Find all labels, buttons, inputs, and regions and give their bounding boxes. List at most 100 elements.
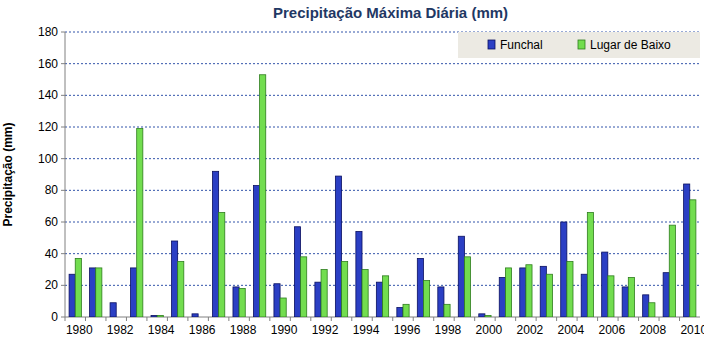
y-tick-label: 160 bbox=[38, 57, 58, 71]
x-tick bbox=[208, 317, 209, 321]
grid-line bbox=[65, 158, 700, 159]
bar bbox=[690, 200, 696, 317]
x-tick-label: 1996 bbox=[394, 323, 421, 337]
bar bbox=[151, 315, 157, 317]
bar bbox=[253, 186, 259, 317]
x-tick-label: 1980 bbox=[66, 323, 93, 337]
legend-swatch bbox=[488, 40, 495, 49]
x-tick bbox=[105, 317, 106, 321]
bar bbox=[649, 303, 655, 317]
x-tick bbox=[392, 317, 393, 321]
bar bbox=[356, 232, 362, 318]
bar bbox=[172, 241, 178, 317]
y-tick bbox=[61, 222, 65, 223]
x-tick bbox=[577, 317, 578, 321]
x-tick-label: 1986 bbox=[189, 323, 216, 337]
x-tick bbox=[65, 317, 66, 321]
bar bbox=[383, 276, 389, 317]
y-tick bbox=[61, 127, 65, 128]
bar bbox=[622, 287, 628, 317]
x-tick bbox=[659, 317, 660, 321]
bar bbox=[526, 265, 532, 317]
bar bbox=[587, 213, 593, 318]
x-tick-label: 1988 bbox=[230, 323, 257, 337]
bar bbox=[464, 257, 470, 317]
y-tick-label: 20 bbox=[45, 278, 59, 292]
bar bbox=[90, 268, 96, 317]
x-tick bbox=[167, 317, 168, 321]
x-tick bbox=[126, 317, 127, 321]
bar bbox=[239, 289, 245, 318]
bar bbox=[602, 252, 608, 317]
x-tick bbox=[413, 317, 414, 321]
y-tick-label: 180 bbox=[38, 25, 58, 39]
x-tick bbox=[454, 317, 455, 321]
x-tick-label: 1984 bbox=[148, 323, 175, 337]
x-tick bbox=[556, 317, 557, 321]
x-tick bbox=[515, 317, 516, 321]
bar bbox=[417, 258, 423, 317]
chart-svg: Precipitação Máxima Diária (mm) Precipita… bbox=[0, 0, 704, 347]
bars bbox=[69, 75, 696, 317]
y-tick bbox=[61, 190, 65, 191]
bar bbox=[423, 281, 429, 317]
bar bbox=[294, 227, 300, 317]
legend-label: Funchal bbox=[500, 38, 543, 52]
y-tick bbox=[61, 158, 65, 159]
x-tick-label: 1982 bbox=[107, 323, 134, 337]
x-tick bbox=[679, 317, 680, 321]
x-tick-label: 2002 bbox=[517, 323, 544, 337]
bar bbox=[233, 287, 239, 317]
bar bbox=[116, 317, 122, 318]
bar bbox=[178, 262, 184, 317]
bar bbox=[438, 287, 444, 317]
bar bbox=[137, 129, 143, 317]
grid-line bbox=[65, 127, 700, 128]
bar bbox=[479, 314, 485, 317]
x-tick bbox=[351, 317, 352, 321]
bar bbox=[301, 257, 307, 317]
x-tick bbox=[433, 317, 434, 321]
x-tick bbox=[249, 317, 250, 321]
legend-label: Lugar de Baixo bbox=[590, 38, 671, 52]
plot-area bbox=[65, 32, 700, 317]
bar bbox=[643, 295, 649, 317]
x-tick bbox=[269, 317, 270, 321]
bar bbox=[499, 277, 505, 317]
x-tick bbox=[310, 317, 311, 321]
x-tick bbox=[372, 317, 373, 321]
x-tick bbox=[331, 317, 332, 321]
bar bbox=[192, 314, 198, 317]
title: Precipitação Máxima Diária (mm) bbox=[273, 4, 508, 21]
y-axis-label: Precipitação (mm) bbox=[1, 122, 15, 226]
chart-container: Precipitação Máxima Diária (mm) Precipita… bbox=[0, 0, 704, 347]
bar bbox=[376, 282, 382, 317]
x-tick-label: 2004 bbox=[558, 323, 585, 337]
x-tick bbox=[290, 317, 291, 321]
bar bbox=[260, 75, 266, 317]
y-tick-label: 0 bbox=[51, 310, 58, 324]
x-tick-label: 2008 bbox=[639, 323, 666, 337]
x-tick-label: 2000 bbox=[476, 323, 503, 337]
bar bbox=[663, 273, 669, 317]
bar bbox=[335, 176, 341, 317]
bar bbox=[362, 270, 368, 318]
bar bbox=[212, 171, 218, 317]
bar bbox=[520, 268, 526, 317]
x-tick-label: 2010 bbox=[680, 323, 704, 337]
bar bbox=[69, 274, 75, 317]
bar bbox=[397, 308, 403, 318]
y-tick-label: 140 bbox=[38, 88, 58, 102]
y-tick-label: 100 bbox=[38, 152, 58, 166]
y-tick bbox=[61, 317, 65, 318]
y-tick-label: 80 bbox=[45, 183, 59, 197]
x-tick bbox=[495, 317, 496, 321]
y-tick bbox=[61, 285, 65, 286]
bar bbox=[342, 262, 348, 317]
y-axis bbox=[65, 32, 66, 317]
bar bbox=[581, 274, 587, 317]
bar bbox=[684, 184, 690, 317]
x-tick-label: 1998 bbox=[435, 323, 462, 337]
x-tick bbox=[187, 317, 188, 321]
y-tick bbox=[61, 63, 65, 64]
